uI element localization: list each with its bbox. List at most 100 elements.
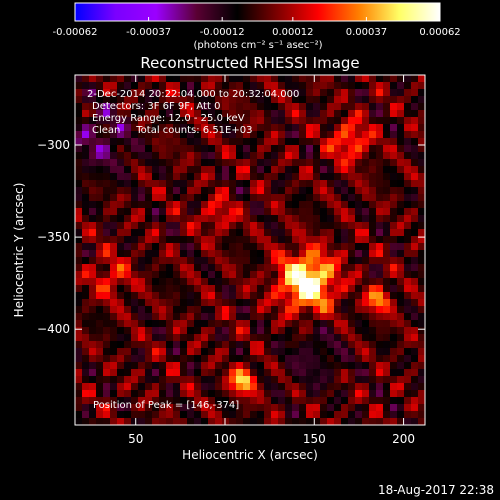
heatmap-cell <box>327 299 335 307</box>
heatmap-cell <box>292 110 300 118</box>
heatmap-cell <box>299 173 307 181</box>
heatmap-cell <box>208 390 216 398</box>
heatmap-cell <box>124 110 132 118</box>
heatmap-cell <box>334 404 342 412</box>
heatmap-cell <box>131 355 139 363</box>
heatmap-cell <box>327 180 335 188</box>
heatmap-cell <box>82 152 90 160</box>
heatmap-cell <box>250 327 258 335</box>
heatmap-cell <box>271 180 279 188</box>
heatmap-cell <box>383 327 391 335</box>
heatmap-cell <box>96 250 104 258</box>
heatmap-cell <box>271 264 279 272</box>
heatmap-cell <box>313 257 321 265</box>
heatmap-cell <box>117 341 125 349</box>
heatmap-cell <box>229 313 237 321</box>
heatmap-cell <box>75 411 83 419</box>
heatmap-cell <box>348 320 356 328</box>
heatmap-cell <box>362 292 370 300</box>
heatmap-cell <box>278 285 286 293</box>
heatmap-cell <box>404 208 412 216</box>
heatmap-cell <box>383 89 391 97</box>
heatmap-cell <box>285 285 293 293</box>
heatmap-cell <box>285 383 293 391</box>
heatmap-cell <box>257 236 265 244</box>
heatmap-cell <box>334 418 342 425</box>
heatmap-cell <box>411 131 419 139</box>
heatmap-cell <box>369 334 377 342</box>
heatmap-cell <box>187 383 195 391</box>
heatmap-cell <box>264 362 272 370</box>
heatmap-cell <box>362 222 370 230</box>
heatmap-cell <box>271 285 279 293</box>
heatmap-cell <box>341 250 349 258</box>
heatmap-cell <box>369 341 377 349</box>
heatmap-cell <box>82 138 90 146</box>
heatmap-cell <box>257 397 265 405</box>
heatmap-cell <box>194 222 202 230</box>
heatmap-cell <box>292 362 300 370</box>
heatmap-cell <box>117 355 125 363</box>
heatmap-cell <box>208 194 216 202</box>
heatmap-cell <box>152 278 160 286</box>
heatmap-cell <box>264 390 272 398</box>
heatmap-cell <box>250 117 258 125</box>
heatmap-cell <box>166 313 174 321</box>
heatmap-cell <box>131 404 139 412</box>
heatmap-cell <box>229 215 237 223</box>
heatmap-cell <box>152 229 160 237</box>
heatmap-cell <box>376 124 384 132</box>
heatmap-cell <box>390 243 398 251</box>
heatmap-cell <box>376 334 384 342</box>
x-tick-label: 50 <box>128 432 143 446</box>
heatmap-cell <box>320 89 328 97</box>
heatmap-cell <box>138 320 146 328</box>
heatmap-cell <box>404 411 412 419</box>
heatmap-cell <box>166 376 174 384</box>
heatmap-cell <box>334 369 342 377</box>
heatmap-cell <box>243 236 251 244</box>
heatmap-cell <box>89 194 97 202</box>
heatmap-cell <box>82 89 90 97</box>
heatmap-cell <box>229 369 237 377</box>
heatmap-cell <box>159 82 167 90</box>
heatmap-cell <box>145 306 153 314</box>
heatmap-cell <box>292 124 300 132</box>
heatmap-cell <box>250 376 258 384</box>
heatmap-cell <box>299 292 307 300</box>
heatmap-cell <box>96 201 104 209</box>
heatmap-cell <box>278 369 286 377</box>
heatmap-cell <box>215 229 223 237</box>
heatmap-cell <box>285 292 293 300</box>
heatmap-cell <box>257 215 265 223</box>
heatmap-cell <box>334 194 342 202</box>
heatmap-cell <box>341 404 349 412</box>
heatmap-cell <box>180 411 188 419</box>
heatmap-cell <box>264 187 272 195</box>
heatmap-cell <box>411 138 419 146</box>
heatmap-cell <box>75 390 83 398</box>
heatmap-cell <box>166 390 174 398</box>
heatmap-cell <box>82 229 90 237</box>
heatmap-cell <box>250 243 258 251</box>
heatmap-cell <box>404 236 412 244</box>
heatmap-cell <box>187 180 195 188</box>
heatmap-cell <box>229 131 237 139</box>
heatmap-cell <box>152 180 160 188</box>
heatmap-cell <box>320 180 328 188</box>
heatmap-cell <box>145 397 153 405</box>
heatmap-cell <box>103 201 111 209</box>
heatmap-cell <box>243 124 251 132</box>
heatmap-cell <box>145 334 153 342</box>
heatmap-cell <box>194 96 202 104</box>
heatmap-cell <box>89 243 97 251</box>
heatmap-cell <box>166 173 174 181</box>
heatmap-cell <box>376 243 384 251</box>
x-tick-label: 150 <box>303 432 326 446</box>
heatmap-cell <box>404 229 412 237</box>
heatmap-cell <box>334 313 342 321</box>
heatmap-cell <box>376 201 384 209</box>
heatmap-cell <box>208 96 216 104</box>
heatmap-cell <box>131 264 139 272</box>
heatmap-cell <box>180 362 188 370</box>
